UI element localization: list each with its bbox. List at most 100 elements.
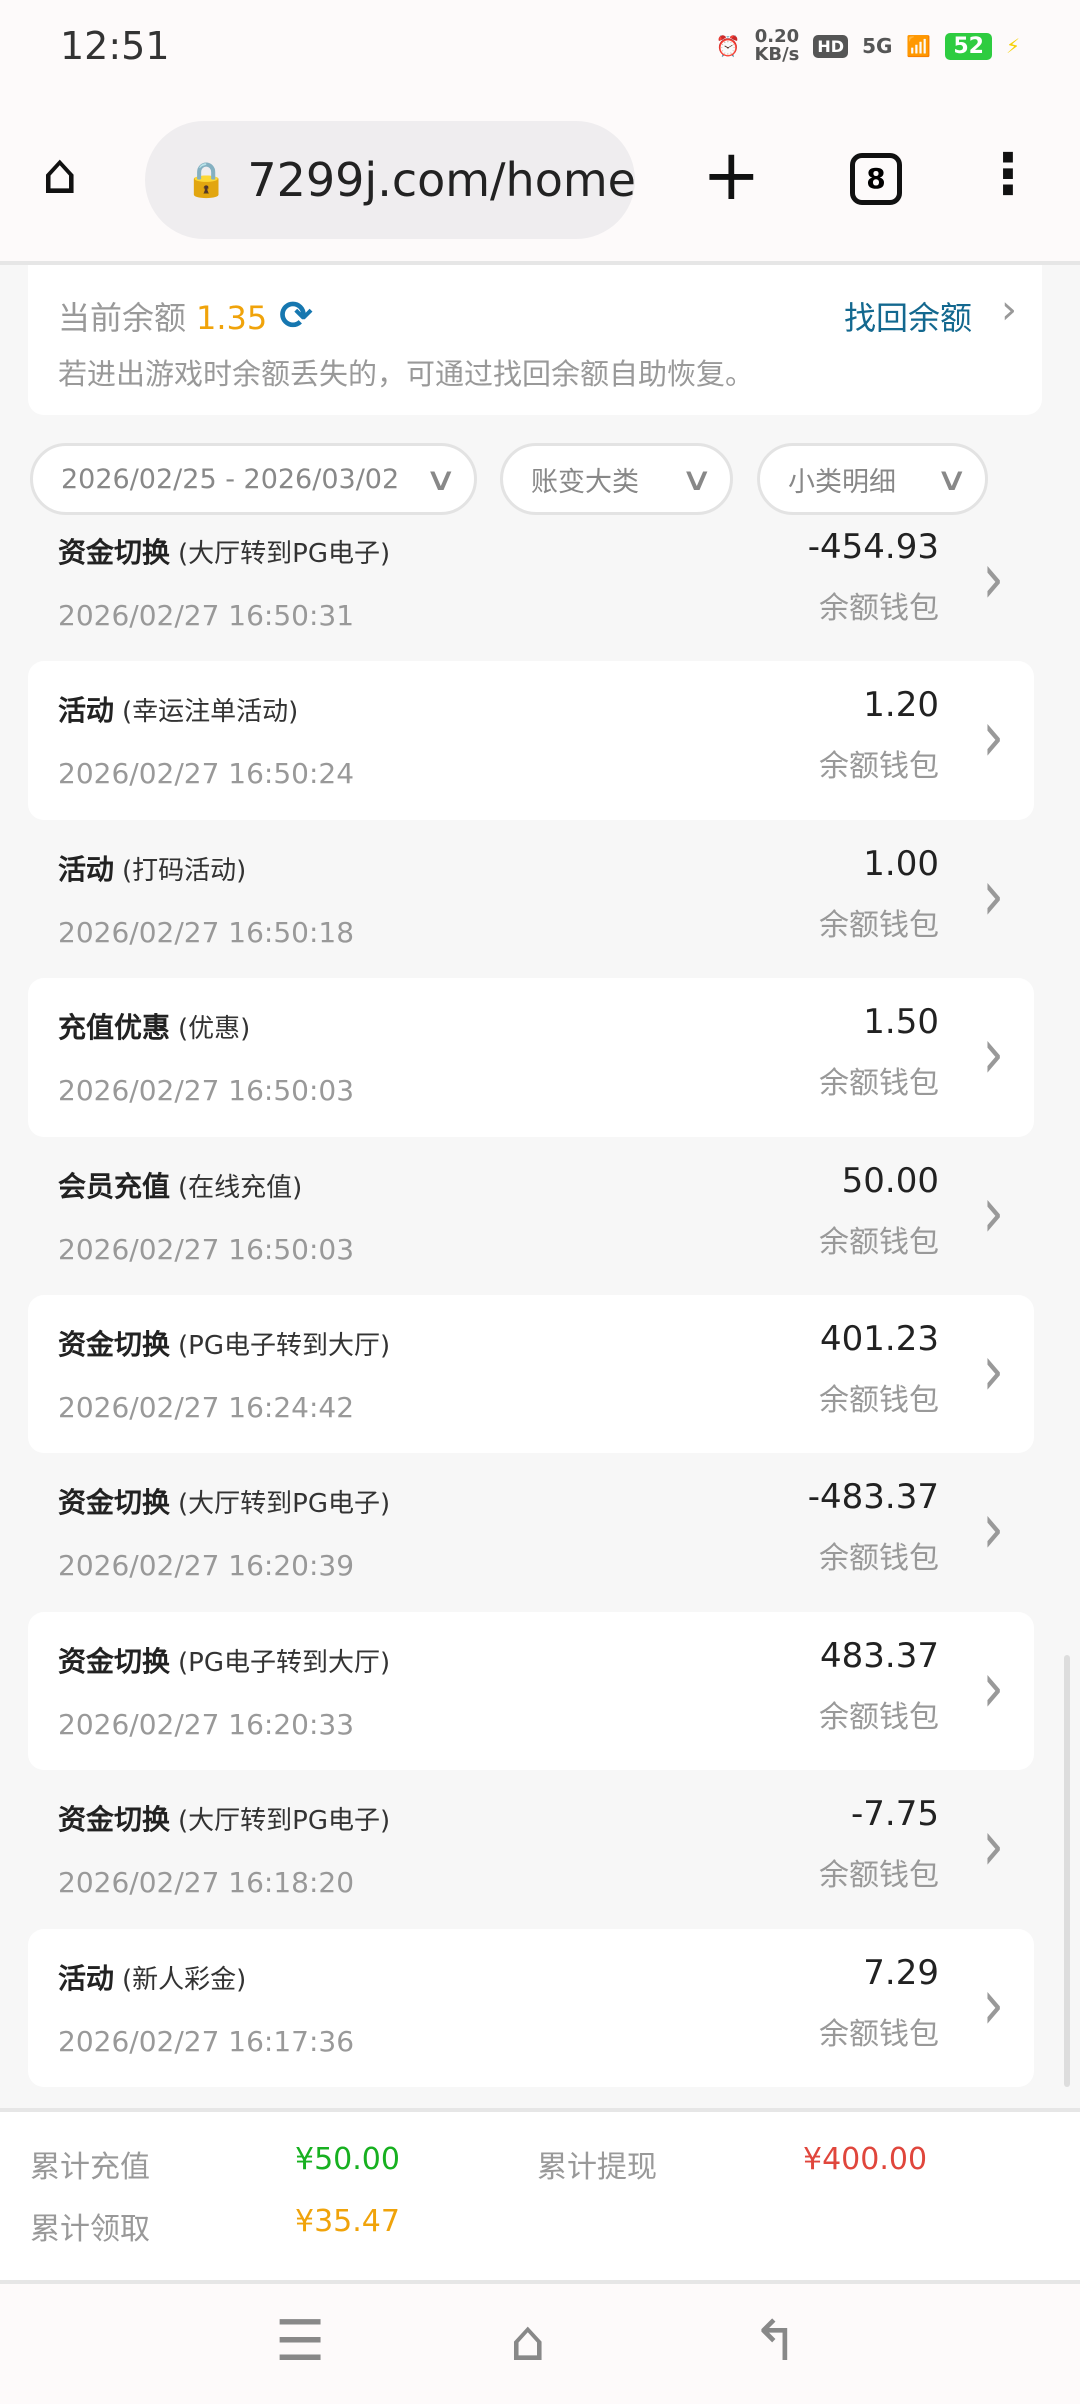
transaction-detail: (大厅转到PG电子) [178, 539, 391, 569]
back-icon[interactable]: ↰ [752, 2309, 799, 2374]
tabs-button[interactable]: 8 [850, 153, 902, 205]
wallet-label: 余额钱包 [819, 1382, 939, 1418]
lock-icon: 🔒 [185, 160, 228, 200]
address-bar[interactable]: 🔒 7299j.com/home [145, 121, 635, 239]
deposit-label: 累计充值 [30, 2150, 150, 2185]
plus-icon[interactable]: + [702, 134, 761, 216]
transaction-detail: (优惠) [178, 1014, 251, 1045]
transaction-row[interactable]: 会员充值 (在线充值) 2026/02/27 16:50:03 50.00 余额钱… [28, 1137, 1034, 1295]
transaction-time: 2026/02/27 16:20:33 [58, 1707, 355, 1741]
transaction-type: 会员充值 (在线充值) [58, 1165, 302, 1205]
network-speed: 0.20 KB/s [754, 28, 799, 64]
type-text: 活动 [58, 694, 115, 728]
subcategory-text: 小类明细 [788, 466, 896, 498]
home-icon[interactable]: ⌂ [42, 142, 78, 207]
menu-icon[interactable]: ☰ [275, 2309, 326, 2374]
category-text: 账变大类 [531, 466, 639, 498]
transaction-time: 2026/02/27 16:50:24 [58, 757, 355, 791]
deposit-total: ¥50.00 [295, 2142, 400, 2177]
transaction-row[interactable]: 充值优惠 (优惠) 2026/02/27 16:50:03 1.50 余额钱包 › [28, 978, 1034, 1137]
subcategory-filter[interactable]: 小类明细 ∨ [757, 443, 988, 515]
wallet-label: 余额钱包 [819, 749, 939, 785]
more-icon[interactable]: ⋮ [980, 142, 1036, 207]
transaction-time: 2026/02/27 16:50:18 [58, 915, 355, 949]
transaction-row[interactable]: 资金切换 (大厅转到PG电子) 2026/02/27 16:20:39 -483.… [28, 1453, 1034, 1611]
url-text: 7299j.com/home [247, 153, 635, 207]
net-speed-value: 0.20 [754, 26, 800, 47]
transaction-time: 2026/02/27 16:50:31 [58, 599, 355, 632]
type-text: 资金切换 [58, 1327, 171, 1361]
chevron-right-icon: › [982, 695, 1004, 778]
transaction-row[interactable]: 活动 (打码活动) 2026/02/27 16:50:18 1.00 余额钱包 › [28, 820, 1034, 978]
transaction-amount: 50.00 [841, 1160, 939, 1201]
transaction-amount: 1.20 [863, 685, 939, 726]
transaction-time: 2026/02/27 16:24:42 [58, 1390, 355, 1424]
transaction-type: 资金切换 (大厅转到PG电子) [58, 1481, 390, 1521]
transaction-row[interactable]: 活动 (幸运注单活动) 2026/02/27 16:50:24 1.20 余额钱包… [28, 661, 1034, 820]
transaction-detail: (大厅转到PG电子) [178, 1806, 391, 1837]
chevron-right-icon: › [982, 1329, 1004, 1412]
claimed-total: ¥35.47 [295, 2204, 400, 2239]
chevron-down-icon: ∨ [679, 460, 713, 498]
transaction-amount: 1.50 [863, 1002, 939, 1043]
home-icon[interactable]: ⌂ [510, 2309, 546, 2374]
scrollbar[interactable] [1064, 1655, 1070, 2087]
transaction-type: 活动 (幸运注单活动) [58, 689, 298, 729]
transaction-amount: 483.37 [820, 1635, 939, 1676]
transaction-detail: (打码活动) [122, 855, 247, 886]
transaction-row[interactable]: 资金切换 (PG电子转到大厅) 2026/02/27 16:24:42 401.2… [28, 1294, 1034, 1454]
transaction-time: 2026/02/27 16:20:39 [58, 1549, 355, 1583]
transaction-amount: 1.00 [863, 843, 939, 884]
transaction-row[interactable]: 资金切换 (PG电子转到大厅) 2026/02/27 16:20:33 483.3… [28, 1611, 1034, 1771]
chevron-right-icon: › [982, 854, 1004, 937]
category-filter[interactable]: 账变大类 ∨ [500, 443, 733, 515]
transaction-detail: (幸运注单活动) [122, 697, 299, 728]
wallet-label: 余额钱包 [819, 1066, 939, 1102]
transaction-row[interactable]: 资金切换 (大厅转到PG电子) 2026/02/27 16:18:20 -7.75… [28, 1770, 1034, 1928]
type-text: 资金切换 [58, 1803, 171, 1837]
type-text: 活动 [58, 1961, 115, 1995]
claimed-label: 累计领取 [30, 2212, 150, 2247]
browser-toolbar: ⌂ 🔒 7299j.com/home + 8 ⋮ [0, 95, 1080, 265]
transaction-row[interactable]: 活动 (新人彩金) 2026/02/27 16:17:36 7.29 余额钱包 › [28, 1928, 1034, 2087]
wallet-label: 余额钱包 [819, 1541, 939, 1577]
transaction-row[interactable]: 资金切换 (大厅转到PG电子) 2026/02/27 16:50:31 -454.… [28, 530, 1034, 661]
transaction-type: 资金切换 (大厅转到PG电子) [58, 531, 390, 571]
chevron-right-icon: › [982, 1012, 1004, 1095]
wifi-icon: 📶 [906, 34, 932, 58]
balance-label: 当前余额 [58, 299, 187, 337]
wallet-label: 余额钱包 [819, 591, 939, 626]
type-text: 充值优惠 [58, 1011, 171, 1045]
transaction-amount: 7.29 [863, 1952, 939, 1993]
type-text: 资金切换 [58, 536, 171, 569]
transaction-time: 2026/02/27 16:50:03 [58, 1074, 355, 1108]
wallet-label: 余额钱包 [819, 907, 939, 943]
wallet-label: 余额钱包 [819, 1858, 939, 1894]
wallet-label: 余额钱包 [819, 2016, 939, 2052]
summary-panel: 累计充值 ¥50.00 累计提现 ¥400.00 累计领取 ¥35.47 [0, 2108, 1080, 2284]
signal-icon: 5G [862, 34, 893, 58]
wallet-label: 余额钱包 [819, 1699, 939, 1735]
refresh-icon[interactable]: ⟳ [279, 293, 313, 339]
transaction-type: 活动 (新人彩金) [58, 1957, 246, 1997]
withdraw-label: 累计提现 [537, 2150, 657, 2185]
alarm-icon: ⏰ [715, 34, 741, 58]
balance-hint: 若进出游戏时余额丢失的，可通过找回余额自助恢复。 [58, 357, 755, 391]
balance-value: 1.35 [196, 299, 268, 337]
transaction-detail: (PG电子转到大厅) [178, 1647, 391, 1678]
chevron-right-icon[interactable]: › [1001, 287, 1017, 333]
transaction-type: 资金切换 (大厅转到PG电子) [58, 1798, 390, 1838]
withdraw-total: ¥400.00 [803, 2142, 928, 2177]
transaction-type: 资金切换 (PG电子转到大厅) [58, 1640, 390, 1680]
type-text: 资金切换 [58, 1486, 171, 1520]
chevron-right-icon: › [982, 1804, 1004, 1887]
net-speed-unit: KB/s [754, 44, 800, 65]
transaction-amount: -7.75 [851, 1794, 939, 1835]
recover-balance-link[interactable]: 找回余额 [843, 299, 972, 337]
transaction-type: 资金切换 (PG电子转到大厅) [58, 1323, 390, 1363]
hd-icon: HD [813, 34, 849, 58]
wallet-label: 余额钱包 [819, 1224, 939, 1260]
transaction-amount: 401.23 [820, 1318, 939, 1359]
chevron-down-icon: ∨ [934, 460, 968, 498]
date-range-filter[interactable]: 2026/02/25 - 2026/03/02 ∨ [30, 443, 477, 515]
